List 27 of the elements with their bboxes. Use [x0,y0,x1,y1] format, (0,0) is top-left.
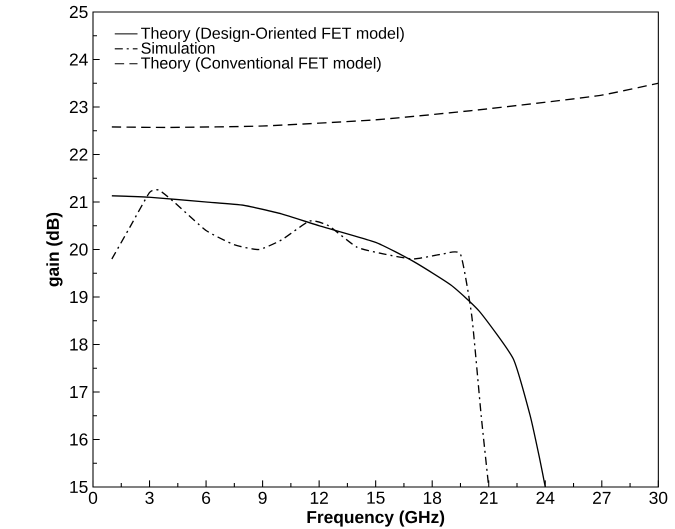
y-tick-label: 15 [70,480,88,494]
x-tick-label: 24 [536,492,554,504]
y-tick-label: 18 [70,338,88,351]
y-tick-label: 17 [70,386,88,398]
legend-label: Theory (Conventional FET model) [141,56,381,72]
x-tick-label: 0 [88,492,98,504]
legend-label: Theory (Design-Oriented FET model) [141,27,404,42]
y-tick-label: 20 [70,243,88,256]
y-tick-label: 21 [70,196,88,208]
y-tick-label: 24 [70,53,88,66]
y-tick-label: 22 [70,148,88,161]
x-tick-label: 9 [258,492,267,504]
x-axis-title: Frequency (GHz) [307,510,444,527]
x-tick-label: 15 [367,492,385,504]
x-tick-label: 12 [310,492,328,504]
y-tick-label: 25 [70,6,88,18]
y-tick-label: 19 [70,290,88,304]
x-tick-label: 21 [480,492,498,504]
x-tick-label: 6 [202,492,210,504]
y-tick-label: 23 [70,100,88,114]
x-tick-label: 30 [649,492,668,504]
x-tick-label: 18 [424,492,442,504]
x-tick-label: 3 [145,492,154,504]
x-tick-label: 27 [593,492,611,504]
y-tick-label: 16 [70,433,88,446]
legend-label: Simulation [141,42,214,54]
y-axis-title: gain (dB) [46,212,63,286]
